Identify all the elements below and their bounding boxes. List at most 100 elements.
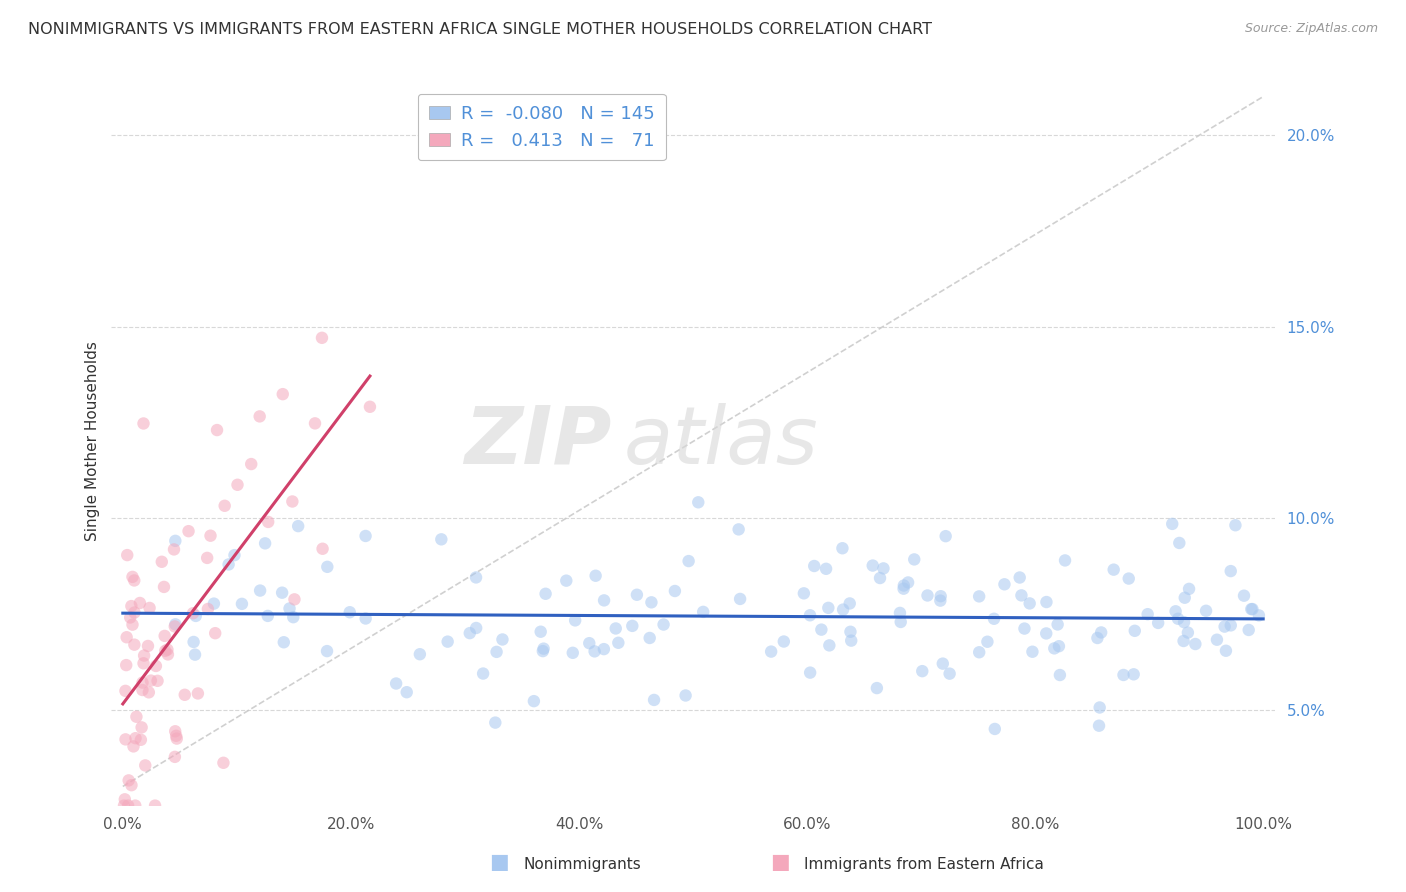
Point xyxy=(257,515,280,529)
Point xyxy=(938,666,960,681)
Point xyxy=(283,592,305,607)
Point xyxy=(1161,516,1184,531)
Text: Nonimmigrants: Nonimmigrants xyxy=(523,857,641,872)
Point xyxy=(224,548,246,562)
Point xyxy=(621,619,644,633)
Point xyxy=(1241,602,1264,616)
Point xyxy=(150,555,173,569)
Point xyxy=(862,558,884,573)
Point xyxy=(166,731,188,746)
Point xyxy=(935,529,957,543)
Point xyxy=(839,633,862,648)
Point xyxy=(832,602,855,616)
Point xyxy=(184,608,207,623)
Point xyxy=(181,606,204,620)
Point xyxy=(638,631,661,645)
Point xyxy=(271,585,294,599)
Point xyxy=(115,630,138,644)
Point xyxy=(131,683,153,698)
Point xyxy=(889,606,911,620)
Point xyxy=(872,561,894,575)
Point xyxy=(136,639,159,653)
Point xyxy=(652,617,675,632)
Point xyxy=(153,629,176,643)
Point xyxy=(893,578,915,592)
Point xyxy=(163,542,186,557)
Point xyxy=(1087,631,1109,645)
Point xyxy=(664,584,686,599)
Point xyxy=(799,608,821,623)
Point xyxy=(1184,637,1206,651)
Point xyxy=(132,417,155,431)
Point xyxy=(564,613,586,627)
Point xyxy=(903,552,925,566)
Point xyxy=(1049,668,1071,682)
Point xyxy=(316,644,339,658)
Point xyxy=(817,600,839,615)
Point xyxy=(911,664,934,678)
Point xyxy=(1167,612,1189,626)
Point xyxy=(1173,615,1195,630)
Point xyxy=(156,642,179,657)
Point xyxy=(578,636,600,650)
Point xyxy=(359,400,381,414)
Point xyxy=(465,570,488,584)
Point xyxy=(153,580,176,594)
Point xyxy=(214,499,236,513)
Point xyxy=(212,756,235,770)
Point xyxy=(256,608,278,623)
Point xyxy=(132,648,155,663)
Point xyxy=(484,715,506,730)
Point xyxy=(240,457,263,471)
Point xyxy=(1088,700,1111,714)
Point xyxy=(165,729,187,743)
Point xyxy=(131,675,153,690)
Point xyxy=(727,522,749,536)
Point xyxy=(472,666,495,681)
Point xyxy=(772,634,794,648)
Point xyxy=(1147,615,1170,630)
Point xyxy=(121,570,143,584)
Point xyxy=(531,644,554,658)
Point xyxy=(593,593,616,607)
Point xyxy=(530,624,553,639)
Point xyxy=(1206,632,1229,647)
Point xyxy=(866,681,889,695)
Point xyxy=(815,562,838,576)
Point xyxy=(1178,582,1201,596)
Point xyxy=(1112,668,1135,682)
Point xyxy=(932,657,955,671)
Point xyxy=(1168,536,1191,550)
Point xyxy=(173,688,195,702)
Point xyxy=(897,575,920,590)
Point xyxy=(1088,719,1111,733)
Point xyxy=(249,409,271,424)
Point xyxy=(304,417,326,431)
Point xyxy=(692,605,714,619)
Point xyxy=(117,798,139,813)
Point xyxy=(129,732,152,747)
Point xyxy=(678,554,700,568)
Point xyxy=(134,758,156,772)
Point xyxy=(311,331,333,345)
Point xyxy=(1008,570,1031,584)
Point xyxy=(254,536,277,550)
Point xyxy=(967,590,990,604)
Point xyxy=(145,659,167,673)
Point xyxy=(929,593,952,607)
Point xyxy=(430,533,453,547)
Point xyxy=(125,710,148,724)
Point xyxy=(1043,641,1066,656)
Point xyxy=(1213,619,1236,633)
Point xyxy=(1240,602,1263,616)
Point xyxy=(831,541,853,556)
Point xyxy=(1047,639,1070,653)
Point xyxy=(155,644,177,658)
Text: Immigrants from Eastern Africa: Immigrants from Eastern Africa xyxy=(804,857,1045,872)
Point xyxy=(1046,617,1069,632)
Point xyxy=(138,685,160,699)
Point xyxy=(583,644,606,658)
Point xyxy=(124,638,146,652)
Point xyxy=(1053,553,1076,567)
Point xyxy=(177,524,200,538)
